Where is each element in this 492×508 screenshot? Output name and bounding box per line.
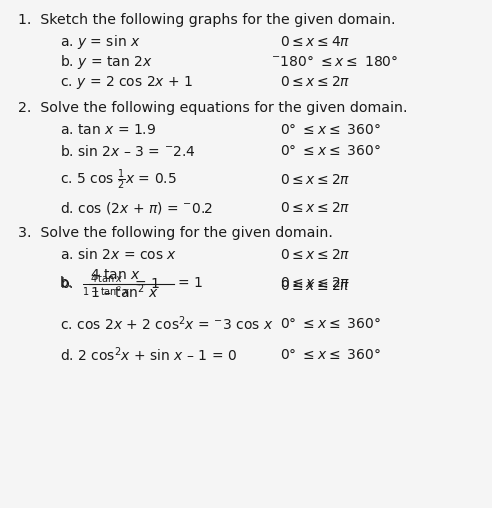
Text: 3.  Solve the following for the given domain.: 3. Solve the following for the given dom… <box>18 226 333 240</box>
Text: $0 \leq x \leq 4\pi$: $0 \leq x \leq 4\pi$ <box>280 35 351 49</box>
Text: a. tan $x$ = 1.9: a. tan $x$ = 1.9 <box>60 122 156 137</box>
Text: $0 \leq x \leq 2\pi$: $0 \leq x \leq 2\pi$ <box>280 279 351 293</box>
Text: c. 5 cos $\frac{1}{2}$$x$ = 0.5: c. 5 cos $\frac{1}{2}$$x$ = 0.5 <box>60 168 177 192</box>
Text: b. sin 2$x$ – 3 = $^{-}$2.4: b. sin 2$x$ – 3 = $^{-}$2.4 <box>60 144 196 158</box>
Text: c. cos 2$x$ + 2 cos$^2$$x$ = $^{-}$3 cos $x$: c. cos 2$x$ + 2 cos$^2$$x$ = $^{-}$3 cos… <box>60 314 274 333</box>
Text: $0 \leq x \leq 2\pi$: $0 \leq x \leq 2\pi$ <box>280 75 351 89</box>
Text: d. 2 cos$^2$$x$ + sin $x$ – 1 = 0: d. 2 cos$^2$$x$ + sin $x$ – 1 = 0 <box>60 345 237 364</box>
Text: $^{-}$180° $\leq x \leq$ 180°: $^{-}$180° $\leq x \leq$ 180° <box>271 55 399 69</box>
Text: c. $y$ = 2 cos 2$x$ + 1: c. $y$ = 2 cos 2$x$ + 1 <box>60 74 193 90</box>
Text: 0° $\leq x \leq$ 360°: 0° $\leq x \leq$ 360° <box>280 348 381 362</box>
Text: $0 \leq x \leq 2\pi$: $0 \leq x \leq 2\pi$ <box>280 248 351 262</box>
Text: b.  $\frac{4\,\mathrm{tan}\,x}{1-\tan^2 x}$ = 1: b. $\frac{4\,\mathrm{tan}\,x}{1-\tan^2 x… <box>60 273 160 299</box>
Text: 0° $\leq x \leq$ 360°: 0° $\leq x \leq$ 360° <box>280 317 381 331</box>
Text: a. sin 2$x$ = cos $x$: a. sin 2$x$ = cos $x$ <box>60 247 177 263</box>
Text: b.: b. <box>60 276 73 290</box>
Text: $0 \leq x \leq 2\pi$: $0 \leq x \leq 2\pi$ <box>280 201 351 214</box>
Text: = 1: = 1 <box>178 276 203 290</box>
Text: 1.  Sketch the following graphs for the given domain.: 1. Sketch the following graphs for the g… <box>18 13 396 27</box>
Text: b. $y$ = tan 2$x$: b. $y$ = tan 2$x$ <box>60 53 153 71</box>
Text: 2.  Solve the following equations for the given domain.: 2. Solve the following equations for the… <box>18 101 407 115</box>
Text: $0 \leq x \leq 2\pi$: $0 \leq x \leq 2\pi$ <box>280 276 351 290</box>
Text: 4 tan $x$: 4 tan $x$ <box>90 268 141 282</box>
Text: 0° $\leq x \leq$ 360°: 0° $\leq x \leq$ 360° <box>280 122 381 137</box>
Text: a. $y$ = sin $x$: a. $y$ = sin $x$ <box>60 33 140 51</box>
Text: 1 – tan$^2$ $x$: 1 – tan$^2$ $x$ <box>90 282 159 301</box>
Text: d. cos (2$x$ + $\pi$) = $^{-}$0.2: d. cos (2$x$ + $\pi$) = $^{-}$0.2 <box>60 200 213 215</box>
Text: 0° $\leq x \leq$ 360°: 0° $\leq x \leq$ 360° <box>280 144 381 158</box>
Text: $0 \leq x \leq 2\pi$: $0 \leq x \leq 2\pi$ <box>280 173 351 187</box>
